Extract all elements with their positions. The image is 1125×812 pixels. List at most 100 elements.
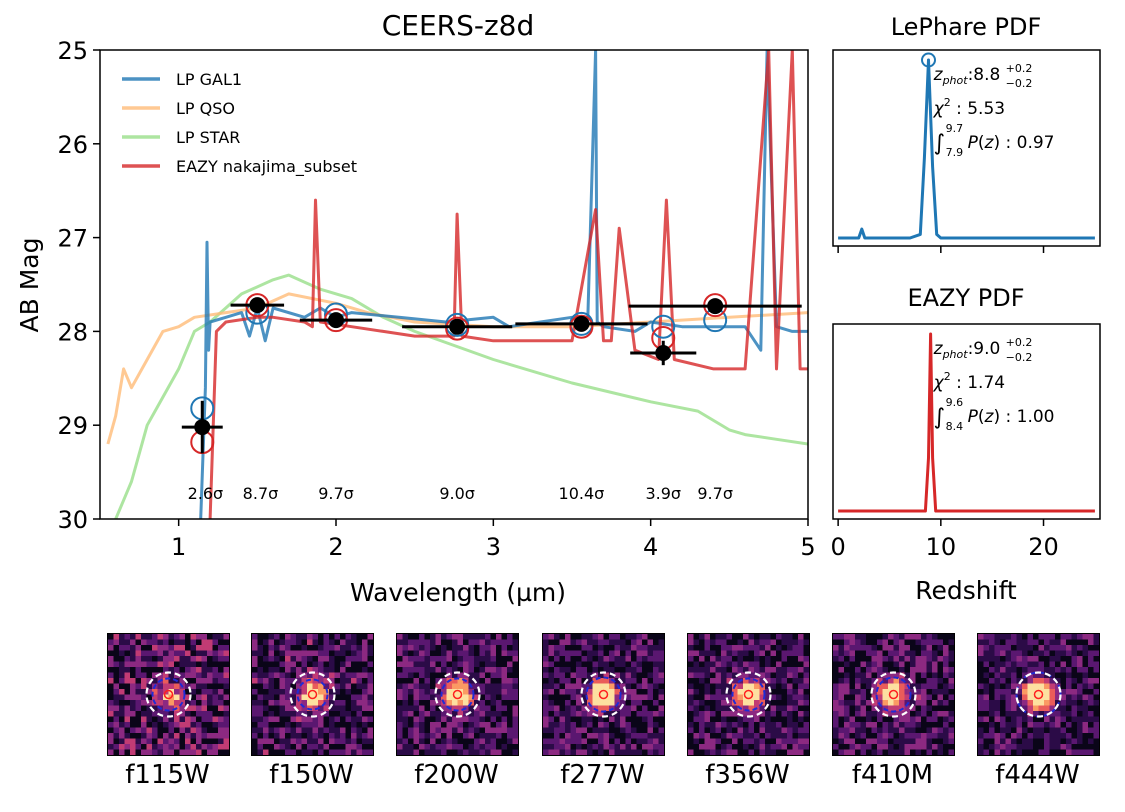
y-tick-label: 26 bbox=[57, 131, 88, 159]
aperture-ring bbox=[296, 678, 329, 711]
observed-point bbox=[707, 298, 724, 315]
aperture-ring bbox=[151, 677, 186, 712]
lephare-frame bbox=[832, 49, 1101, 247]
series-line-lp-star bbox=[114, 273, 808, 519]
integral-value: P(z) : 0.97 bbox=[968, 133, 1055, 153]
zphot-upper-error: +0.2 bbox=[1006, 62, 1033, 75]
cutout-image bbox=[108, 634, 229, 755]
legend-label: LP QSO bbox=[176, 99, 235, 118]
observed-point bbox=[449, 318, 466, 335]
cutout-f200w bbox=[396, 633, 519, 756]
aperture-ring bbox=[580, 671, 627, 718]
sed-x-axis: 1 2 3 4 5 bbox=[171, 519, 816, 561]
integral-lower-limit: 8.4 bbox=[946, 420, 964, 433]
aperture-ring bbox=[598, 689, 609, 700]
sed-plot-area: 2.6σ 8.7σ 9.7σ 9.0σ 10.4σ 3.9σ 9.7σ bbox=[106, 50, 808, 519]
y-tick-label: 29 bbox=[57, 412, 88, 440]
observed-point bbox=[194, 419, 211, 436]
cutout-label: f200W bbox=[414, 760, 499, 790]
chi2-annotation: χ2 : 5.53 bbox=[933, 96, 1005, 119]
cutout-f150w bbox=[251, 633, 374, 756]
gal1-model-point bbox=[651, 314, 676, 339]
integral-upper-limit: 9.6 bbox=[946, 396, 964, 409]
integral-upper-limit: 9.7 bbox=[946, 122, 964, 135]
integral-sign: ∫ bbox=[934, 405, 945, 430]
cutout-image bbox=[543, 634, 664, 755]
snr-label: 2.6σ bbox=[188, 484, 224, 503]
eazy-title: EAZY PDF bbox=[907, 284, 1024, 312]
sed-title: CEERS-z8d bbox=[382, 9, 535, 42]
aperture-ring bbox=[725, 671, 772, 718]
pdf-curve bbox=[838, 58, 1095, 240]
observed-point bbox=[573, 315, 590, 332]
cutout-label: f277W bbox=[560, 760, 645, 790]
zphot-lower-error: −0.2 bbox=[1006, 351, 1033, 364]
x-tick-label: 3 bbox=[486, 533, 501, 561]
series-line-lp-gal1 bbox=[199, 50, 808, 519]
observed-point bbox=[249, 297, 266, 314]
x-tick-label: 5 bbox=[800, 533, 815, 561]
x-tick-label: 4 bbox=[643, 533, 658, 561]
aperture-ring bbox=[145, 671, 192, 718]
aperture-ring bbox=[289, 671, 336, 718]
lephare-plot-area bbox=[837, 52, 1095, 253]
aperture-ring bbox=[888, 689, 899, 700]
sed-legend: LP GAL1 LP QSO LP STAR EAZY nakajima_subset bbox=[122, 70, 357, 177]
cutout-image bbox=[252, 634, 373, 755]
y-tick-label: 30 bbox=[57, 506, 88, 534]
cutout-label: f115W bbox=[125, 760, 210, 790]
eazy-x-tick-label: 20 bbox=[1028, 533, 1059, 561]
cutout-image bbox=[688, 634, 809, 755]
zphot-lower-error: −0.2 bbox=[1006, 77, 1033, 90]
eazy-panel: EAZY PDF zphot:9.0 +0.2 −0.2χ2 : 1.74 ∫9.6 8… bbox=[830, 284, 1101, 605]
lephare-title: LePhare PDF bbox=[891, 13, 1042, 41]
cutout-f277w bbox=[542, 633, 665, 756]
eazy-x-axis: 0 10 20 bbox=[830, 519, 1059, 561]
chi2-annotation: χ2 : 1.74 bbox=[933, 370, 1005, 393]
eazy-plot-area bbox=[838, 332, 1095, 513]
aperture-ring bbox=[1033, 689, 1044, 700]
observed-point bbox=[328, 312, 344, 329]
sed-series-group bbox=[106, 50, 808, 519]
zphot-annotation: zphot:9.0 bbox=[933, 339, 1001, 361]
y-tick-label: 28 bbox=[57, 318, 88, 346]
aperture-ring bbox=[163, 689, 174, 700]
snr-label: 8.7σ bbox=[243, 484, 279, 503]
integral-value: P(z) : 1.00 bbox=[968, 407, 1055, 427]
sed-y-axis: 25 26 27 28 29 30 bbox=[57, 37, 100, 534]
series-line-eazy-nakajima-subset bbox=[208, 50, 808, 519]
eazy-annotations: zphot:9.0 +0.2 −0.2χ2 : 1.74 ∫9.6 8.4 P(z) : … bbox=[933, 336, 1055, 433]
cutout-f356w bbox=[687, 633, 810, 756]
eazy-x-tick-label: 0 bbox=[830, 533, 845, 561]
sed-frame bbox=[99, 49, 809, 520]
snr-label: 10.4σ bbox=[559, 484, 605, 503]
x-tick-label: 1 bbox=[171, 533, 186, 561]
aperture-ring bbox=[434, 671, 481, 718]
aperture-ring bbox=[870, 671, 917, 718]
integral-lower-limit: 7.9 bbox=[946, 146, 964, 159]
aperture-ring bbox=[731, 677, 766, 712]
cutout-label: f444W bbox=[995, 760, 1080, 790]
cutout-image bbox=[833, 634, 954, 755]
integral-sign: ∫ bbox=[934, 131, 945, 156]
y-tick-label: 27 bbox=[57, 225, 88, 253]
eazy-x-tick-label: 10 bbox=[926, 533, 957, 561]
aperture-ring bbox=[1015, 671, 1062, 718]
aperture-ring bbox=[440, 677, 475, 712]
aperture-ring bbox=[743, 689, 754, 700]
sed-ylabel: AB Mag bbox=[15, 238, 44, 333]
eazy-model-point bbox=[569, 314, 594, 339]
sed-panel: CEERS-z8d 2.6σ 8.7σ 9.7σ 9.0σ 10.4σ 3.9σ 9.7σ … bbox=[15, 9, 816, 607]
aperture-ring bbox=[452, 689, 463, 700]
legend-label: LP GAL1 bbox=[176, 70, 242, 89]
aperture-ring bbox=[875, 676, 912, 713]
cutout-image bbox=[397, 634, 518, 755]
pdf-curve bbox=[838, 332, 1095, 513]
eazy-frame bbox=[832, 323, 1101, 520]
cutout-label: f410M bbox=[851, 760, 934, 790]
aperture-ring bbox=[585, 676, 622, 713]
observed-point bbox=[655, 344, 672, 361]
cutout-image bbox=[978, 634, 1099, 755]
pdf-peak-marker bbox=[921, 52, 937, 68]
snr-label: 3.9σ bbox=[645, 484, 681, 503]
